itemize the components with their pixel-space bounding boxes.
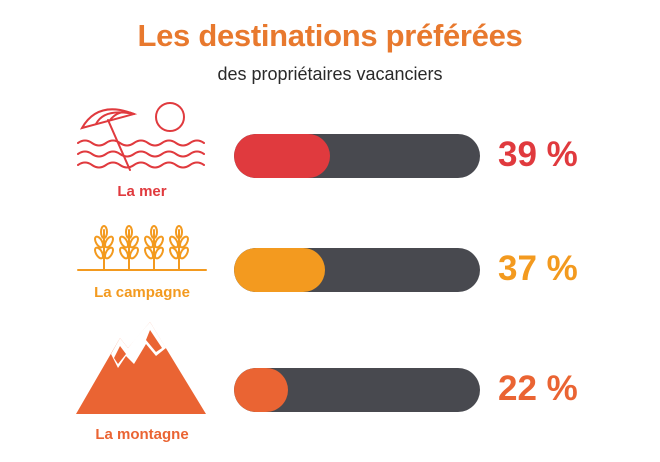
mountain-peaks-icon (76, 322, 206, 414)
value-label-la-campagne: 37 % (498, 249, 578, 288)
category-label-la-campagne: La campagne (94, 284, 190, 301)
bar-track-la-campagne (234, 248, 480, 292)
category-label-la-mer: La mer (117, 183, 167, 200)
value-label-la-montagne: 22 % (498, 369, 578, 408)
chart-title: Les destinations préférées (137, 18, 523, 53)
wheat-field-icon (77, 225, 207, 271)
beach-umbrella-sun-waves-icon (77, 102, 205, 171)
bar-track-la-montagne (234, 368, 480, 412)
value-label-la-mer: 39 % (498, 135, 578, 174)
category-label-la-montagne: La montagne (95, 426, 189, 443)
bar-track-la-mer (234, 134, 480, 178)
bar-fill-la-mer (234, 134, 331, 178)
bar-fill-la-montagne (234, 368, 289, 412)
chart-subtitle: des propriétaires vacanciers (217, 64, 443, 84)
bar-fill-la-campagne (234, 248, 326, 292)
